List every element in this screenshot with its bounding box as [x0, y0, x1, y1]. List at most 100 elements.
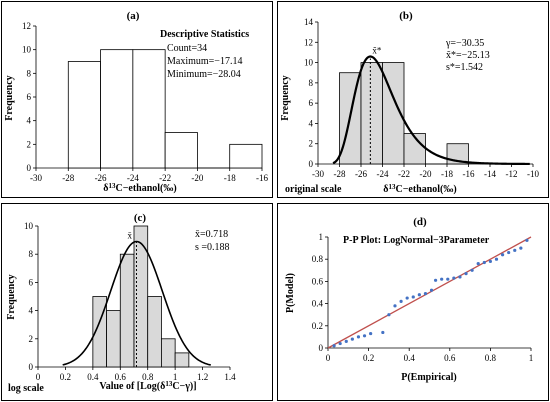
panel-d-point [362, 334, 367, 338]
panel-d-point [525, 238, 529, 242]
panel-d-xtick-label: 0.2 [363, 353, 374, 363]
panel-d-point [369, 331, 373, 336]
panel-b-xtick-label: -18 [441, 169, 453, 179]
panel-c-bar [119, 253, 135, 368]
panel-a-xtick-label: -18 [224, 173, 236, 183]
panel-d-point [399, 299, 403, 303]
panel-c-xlabel: Value of [Log(δ13C−γ)] [99, 380, 196, 392]
panel-d: (d) P-P Plot: LogNormal−3Parameter 00.20… [285, 216, 533, 383]
panel-c-bar [161, 338, 176, 368]
panel-a-xtick-label: -26 [95, 173, 107, 183]
panel-b-scale-label: original scale [285, 184, 342, 195]
panel-c-frame [1, 203, 273, 401]
panel-d-point [423, 292, 428, 296]
panel-c-xtick-label: 0 [36, 372, 41, 382]
panel-d-xtick-label: 0.6 [444, 353, 456, 363]
panel-a-stat-minimum: Minimum=−28.04 [167, 69, 241, 80]
panel-d-point [458, 275, 462, 279]
panel-d-point [488, 259, 492, 264]
panel-d-point [513, 248, 517, 252]
panel-c-xtick-label: 0.6 [115, 372, 127, 382]
panel-c-xtick-label: 0.2 [60, 372, 71, 382]
panel-c-bar [147, 296, 162, 368]
panel-a-frame [1, 1, 273, 198]
panel-d-point [507, 250, 511, 255]
panel-c-ytick-label: 8 [29, 249, 34, 259]
panel-b-param-s: s*=1.542 [446, 62, 483, 73]
panel-d-xtick-label: 0.8 [485, 353, 497, 363]
panel-a-bar [164, 132, 198, 169]
panel-c-xtick-label: 1 [173, 372, 178, 382]
panel-b-ylabel: Frequency [280, 75, 291, 120]
panel-b-mode-label: x̃* [372, 45, 382, 55]
panel-b-xtick-label: -26 [355, 169, 367, 179]
panel-a-xtick-label: -24 [127, 173, 139, 183]
panel-a-stat-count: Count=34 [167, 43, 207, 54]
panel-d-point [387, 313, 391, 317]
panel-a-ytick-label: 0 [27, 163, 32, 173]
panel-c-param-sd: s =0.188 [195, 242, 230, 253]
panel-b-lognormal-curve [332, 55, 530, 166]
panel-d-point [332, 344, 336, 348]
panel-d-point [464, 272, 468, 276]
panel-d-point [417, 293, 421, 297]
panel-a-bar [132, 49, 166, 169]
panel-d-ytick-label: 1 [319, 232, 324, 242]
panel-d-xlabel: P(Empirical) [401, 372, 457, 383]
panel-d-point [519, 246, 523, 250]
panel-c-xtick-label: 0.8 [142, 372, 154, 382]
panel-d-point [393, 304, 397, 308]
panel-d-point [470, 268, 474, 272]
panel-a-xtick-label: -16 [256, 173, 268, 183]
panel-a-ytick-label: 2 [27, 139, 32, 149]
panel-b-xtick-label: -22 [398, 169, 410, 179]
panel-b-ytick-label: 8 [309, 78, 314, 88]
panel-a-ytick-label: 12 [22, 21, 31, 31]
panel-d-ytick-label: 0.6 [312, 276, 324, 286]
panel-a-ytick-label: 10 [22, 45, 32, 55]
panel-b-xtick-label: -28 [334, 169, 346, 179]
panel-d-title: P-P Plot: LogNormal−3Parameter [343, 235, 490, 246]
panel-b-xlabel: δ13C−ethanol(‰) [383, 183, 456, 195]
panel-c-ytick-label: 2 [29, 334, 34, 344]
panel-c-ytick-label: 4 [29, 306, 34, 316]
panel-c-label: (c) [134, 212, 147, 224]
panel-a-stats-title: Descriptive Statistics [160, 29, 249, 40]
panel-a-bar [67, 61, 101, 169]
panel-c: (c) 0 2 4 6 8 10 0 0.2 0.4 0.6 0.8 1 1.2 1.4 x̄ Freque… [6, 212, 236, 394]
panel-d-xtick-label: 1 [529, 353, 534, 363]
panel-b-ytick-label: 6 [309, 98, 314, 108]
panel-d-point [476, 262, 480, 266]
panel-d-point [446, 277, 450, 281]
panel-c-ylabel: Frequency [6, 274, 17, 319]
panel-d-label: (d) [413, 216, 427, 228]
panel-a-xtick-label: -30 [30, 173, 42, 183]
panel-d-point [356, 335, 361, 339]
panel-b-plot-area: 0 2 4 6 8 10 12 14 -30 -28 -26 -24 -22 -20 -18 -16 -14 -1… [304, 17, 539, 179]
panel-b-ytick-label: 12 [304, 37, 313, 47]
panel-b-ytick-label: 2 [309, 139, 314, 149]
panel-c-ytick-label: 0 [29, 362, 34, 372]
panel-b-xtick-label: -30 [312, 169, 324, 179]
panel-c-xtick-label: 1.4 [224, 372, 236, 382]
panel-b-bar [446, 143, 469, 165]
panel-d-ytick-label: 0.4 [312, 299, 324, 309]
panel-a-ytick-label: 8 [27, 68, 32, 78]
panel-b-xtick-label: -12 [506, 169, 518, 179]
panel-c-param-mean: x̄=0.718 [195, 229, 228, 240]
panel-d-xtick-label: 0.4 [404, 353, 416, 363]
panel-c-mean-label: x̄ [127, 231, 132, 241]
panel-a-ylabel: Frequency [4, 75, 15, 120]
panel-c-plot-area: 0 2 4 6 8 10 0 0.2 0.4 0.6 0.8 1 1.2 1.4 x̄ [24, 221, 236, 382]
panel-b-ytick-label: 0 [309, 159, 314, 169]
panel-a-xtick-label: -22 [159, 173, 171, 183]
panel-c-scale-label: log scale [8, 383, 44, 394]
panel-a-stat-maximum: Maximum=−17.14 [167, 56, 242, 67]
panel-b-bar [360, 62, 383, 165]
panel-d-point [440, 277, 444, 281]
panel-a-bar [229, 143, 263, 169]
panel-b-bar [382, 62, 405, 165]
panel-d-ytick-label: 0.8 [312, 254, 324, 264]
panel-d-point [411, 295, 415, 299]
